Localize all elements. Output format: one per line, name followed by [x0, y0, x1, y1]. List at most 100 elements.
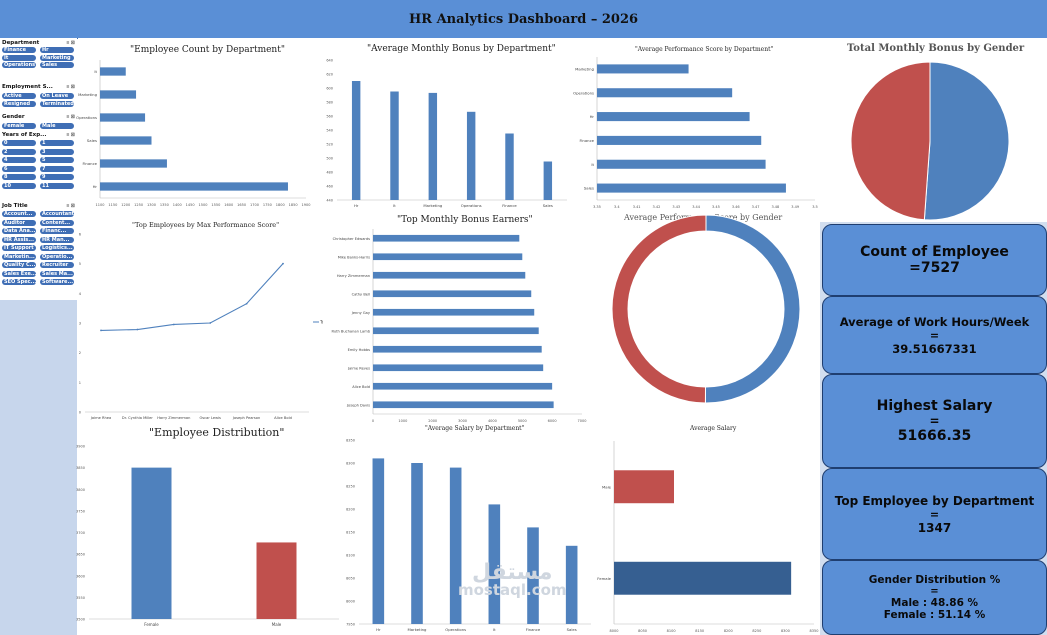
slicer-years-item[interactable]: 6: [2, 165, 36, 172]
bar: [373, 234, 520, 242]
perf-gender-panel: Average Performance Score by Gender: [598, 210, 820, 428]
emp-dist-title: "Employee Distribution": [149, 426, 285, 439]
slicer-job-item[interactable]: Sales Ma...: [40, 270, 74, 277]
tick-label: 3900: [76, 445, 85, 449]
tick-label: 500: [326, 157, 333, 161]
slicer-department-item[interactable]: Operations: [2, 62, 36, 68]
kpi-gender-male: Male : 48.86 %: [890, 597, 979, 609]
bar: [527, 527, 539, 624]
bar: [373, 401, 554, 409]
slicer-job-item[interactable]: Logistics...: [40, 245, 74, 251]
tick-label: 4: [79, 292, 82, 296]
tick-label: 8100: [346, 554, 355, 558]
kpi-gender-card: Gender Distribution % = Male : 48.86 % F…: [822, 560, 1047, 635]
slicer-job-item[interactable]: SEO Spec...: [2, 279, 36, 285]
slicer-department-item[interactable]: Marketing: [40, 54, 74, 61]
category-label: Marketing: [408, 627, 428, 632]
tick-label: 540: [326, 129, 333, 133]
slicer-job-item[interactable]: Software...: [40, 279, 74, 285]
slicer-job-item[interactable]: Financ...: [40, 228, 74, 234]
tick-label: 8150: [695, 629, 704, 633]
tick-label: 8350: [346, 439, 355, 443]
tick-label: 8050: [346, 577, 355, 581]
category-label: Christopher Edwards: [333, 237, 371, 241]
slicer-years-item[interactable]: 3: [40, 148, 74, 155]
slicer-job-item[interactable]: Marketin...: [2, 253, 36, 260]
slicer-years-item[interactable]: 1: [40, 140, 74, 146]
slicer-job-item[interactable]: Account...: [2, 211, 36, 217]
bar: [351, 81, 361, 200]
slicer-job-item[interactable]: Auditor: [2, 219, 36, 226]
slicer-status-item[interactable]: Active: [2, 93, 36, 99]
avg-perf-title: "Average Performance Score by Department…: [635, 46, 774, 53]
tick-label: 3.4: [614, 205, 620, 209]
bar: [131, 467, 172, 619]
tick-label: 3650: [76, 553, 85, 557]
slicer-job-item[interactable]: Accountant: [40, 211, 74, 217]
slicer-years-item[interactable]: 10: [2, 182, 36, 189]
bar: [100, 67, 126, 76]
slicer-years-item[interactable]: 9: [40, 174, 74, 180]
slicer-job-item[interactable]: HR Assis...: [2, 236, 36, 243]
slicer-department-item[interactable]: Hr: [40, 47, 74, 53]
emp-dist-chart: 3500 3550 3600 3650 3700 3750 3800 3850 3900 Fema…: [76, 445, 339, 627]
slicer-department-item[interactable]: Sales: [40, 62, 74, 68]
slicer-years-item[interactable]: 8: [2, 174, 36, 180]
slicer-status-item[interactable]: On Leave: [40, 93, 74, 99]
tick-label: 7000: [578, 419, 587, 423]
avg-salary-panel: "Average Salary by Department" 7950 8000 8…: [345, 425, 598, 635]
tick-label: 1650: [237, 203, 246, 207]
slicer-status-item[interactable]: Terminated: [40, 101, 74, 107]
slicer-years-item[interactable]: 0: [2, 140, 36, 146]
tick-label: 1450: [186, 203, 195, 207]
tick-label: 8350: [810, 629, 819, 633]
slicer-job-item[interactable]: Operatio...: [40, 253, 74, 260]
tick-label: 1550: [211, 203, 220, 207]
slicer-status-title: Employment S...: [2, 84, 53, 90]
bar: [565, 545, 578, 624]
slicer-job-item[interactable]: Quality C...: [2, 262, 36, 268]
slicer-department-title-filter-icon[interactable]: ≡ ⊠: [66, 40, 76, 46]
tick-label: 8150: [346, 531, 355, 535]
bar: [373, 290, 532, 298]
bar: [411, 463, 423, 624]
bar: [597, 64, 689, 74]
slicer-gender-item[interactable]: Male: [40, 123, 74, 129]
tick-label: 8300: [781, 629, 790, 633]
slicer-job-item[interactable]: HR Man...: [40, 236, 74, 243]
slicer-years-item[interactable]: 5: [40, 157, 74, 163]
slicer-status-item[interactable]: Resigned: [2, 101, 36, 107]
category-label: Oscar Lewis: [199, 416, 221, 420]
tick-label: 1250: [134, 203, 143, 207]
slicer-department-item[interactable]: It: [2, 54, 36, 61]
slicer-department-item[interactable]: Finance: [2, 47, 36, 53]
slicer-job-item[interactable]: IT Support: [2, 245, 36, 251]
bar: [373, 308, 535, 316]
slicer-job-item[interactable]: Recruiter: [40, 262, 74, 268]
slicer-years-item[interactable]: 2: [2, 148, 36, 155]
slicer-job-item[interactable]: Content...: [40, 219, 74, 226]
slicer-gender-title-filter-icon[interactable]: ≡ ⊠: [66, 114, 76, 120]
category-label: Hr: [93, 184, 98, 189]
kpi-topdept-value: 1347: [917, 520, 952, 535]
category-label: It: [393, 203, 396, 208]
slicer-years-item[interactable]: 4: [2, 157, 36, 163]
bar: [614, 561, 792, 595]
slicer-gender-item[interactable]: Female: [2, 123, 36, 129]
slicer-job-title-filter-icon[interactable]: ≡ ⊠: [66, 203, 76, 209]
tick-label: 3500: [76, 618, 85, 622]
salary-gender-panel: Average Salary Male Female 8000 8050 8100 815…: [597, 425, 820, 635]
tick-label: 0: [372, 419, 374, 423]
slicer-years-item[interactable]: 11: [40, 182, 74, 189]
watermark-text: mostaql.com: [458, 581, 567, 599]
slicer-job-item[interactable]: Sales Exe...: [2, 270, 36, 277]
slicer-years-item[interactable]: 7: [40, 165, 74, 172]
category-label: It: [591, 162, 594, 167]
tick-label: 560: [326, 115, 333, 119]
slicer-status-title-filter-icon[interactable]: ≡ ⊠: [66, 84, 76, 90]
left-strip: [0, 300, 77, 635]
category-label: Marketing: [423, 203, 443, 208]
slicer-job-item[interactable]: Data Ana...: [2, 228, 36, 234]
slicer-years-title-filter-icon[interactable]: ≡ ⊠: [66, 132, 76, 138]
data-point: [245, 302, 248, 305]
